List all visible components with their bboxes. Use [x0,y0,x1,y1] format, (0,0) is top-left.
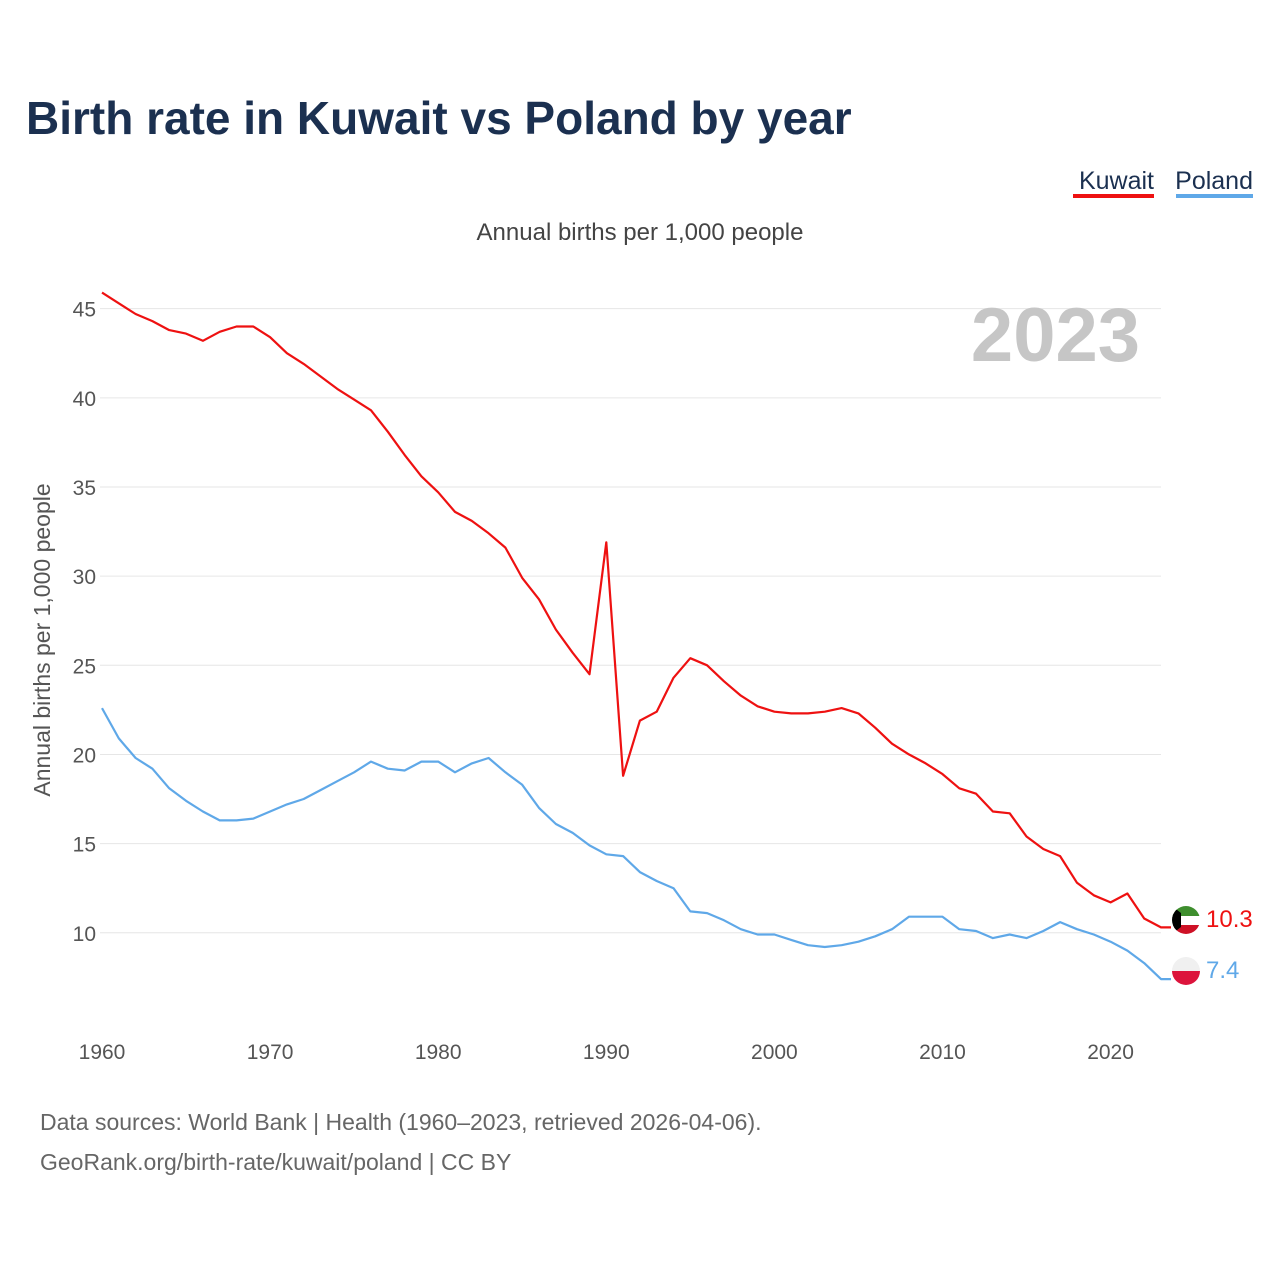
source-line-1: Data sources: World Bank | Health (1960–… [40,1109,762,1135]
poland-flag-icon [1172,957,1200,985]
x-tick-label: 1980 [415,1041,462,1064]
legend-item-poland[interactable]: Poland [1175,167,1253,195]
chart-title: Birth rate in Kuwait vs Poland by year [26,92,852,144]
source-line-2[interactable]: GeoRank.org/birth-rate/kuwait/poland | C… [40,1149,511,1175]
y-tick-label: 10 [73,923,96,946]
x-tick-label: 2000 [751,1041,798,1064]
y-tick-label: 45 [73,299,96,322]
y-axis-label: Annual births per 1,000 people [29,483,55,796]
end-value-poland: 7.4 [1206,957,1239,984]
legend-item-kuwait[interactable]: Kuwait [1079,167,1154,195]
x-tick-label: 2020 [1087,1041,1134,1064]
series-line-kuwait[interactable] [101,291,1171,929]
x-tick-label: 1960 [79,1041,126,1064]
x-tick-label: 1990 [583,1041,630,1064]
x-tick-label: 2010 [919,1041,966,1064]
chart-subtitle: Annual births per 1,000 people [477,219,804,246]
gridlines [100,308,1161,934]
y-tick-label: 30 [73,566,96,589]
year-watermark: 2023 [971,293,1140,378]
legend: Kuwait Poland [1073,167,1253,198]
kuwait-flag-icon [1172,906,1200,934]
y-tick-label: 15 [73,834,96,857]
end-value-kuwait: 10.3 [1206,906,1253,933]
y-tick-label: 35 [73,477,96,500]
y-axis-ticks: 10 15 20 25 30 35 40 45 [73,299,96,946]
x-tick-label: 1970 [247,1041,294,1064]
series-lines [101,291,1171,981]
y-tick-label: 25 [73,655,96,678]
y-tick-label: 40 [73,388,96,411]
y-tick-label: 20 [73,744,96,767]
series-line-poland[interactable] [101,707,1171,981]
x-axis-ticks: 1960 1970 1980 1990 2000 2010 2020 [79,1041,1134,1064]
